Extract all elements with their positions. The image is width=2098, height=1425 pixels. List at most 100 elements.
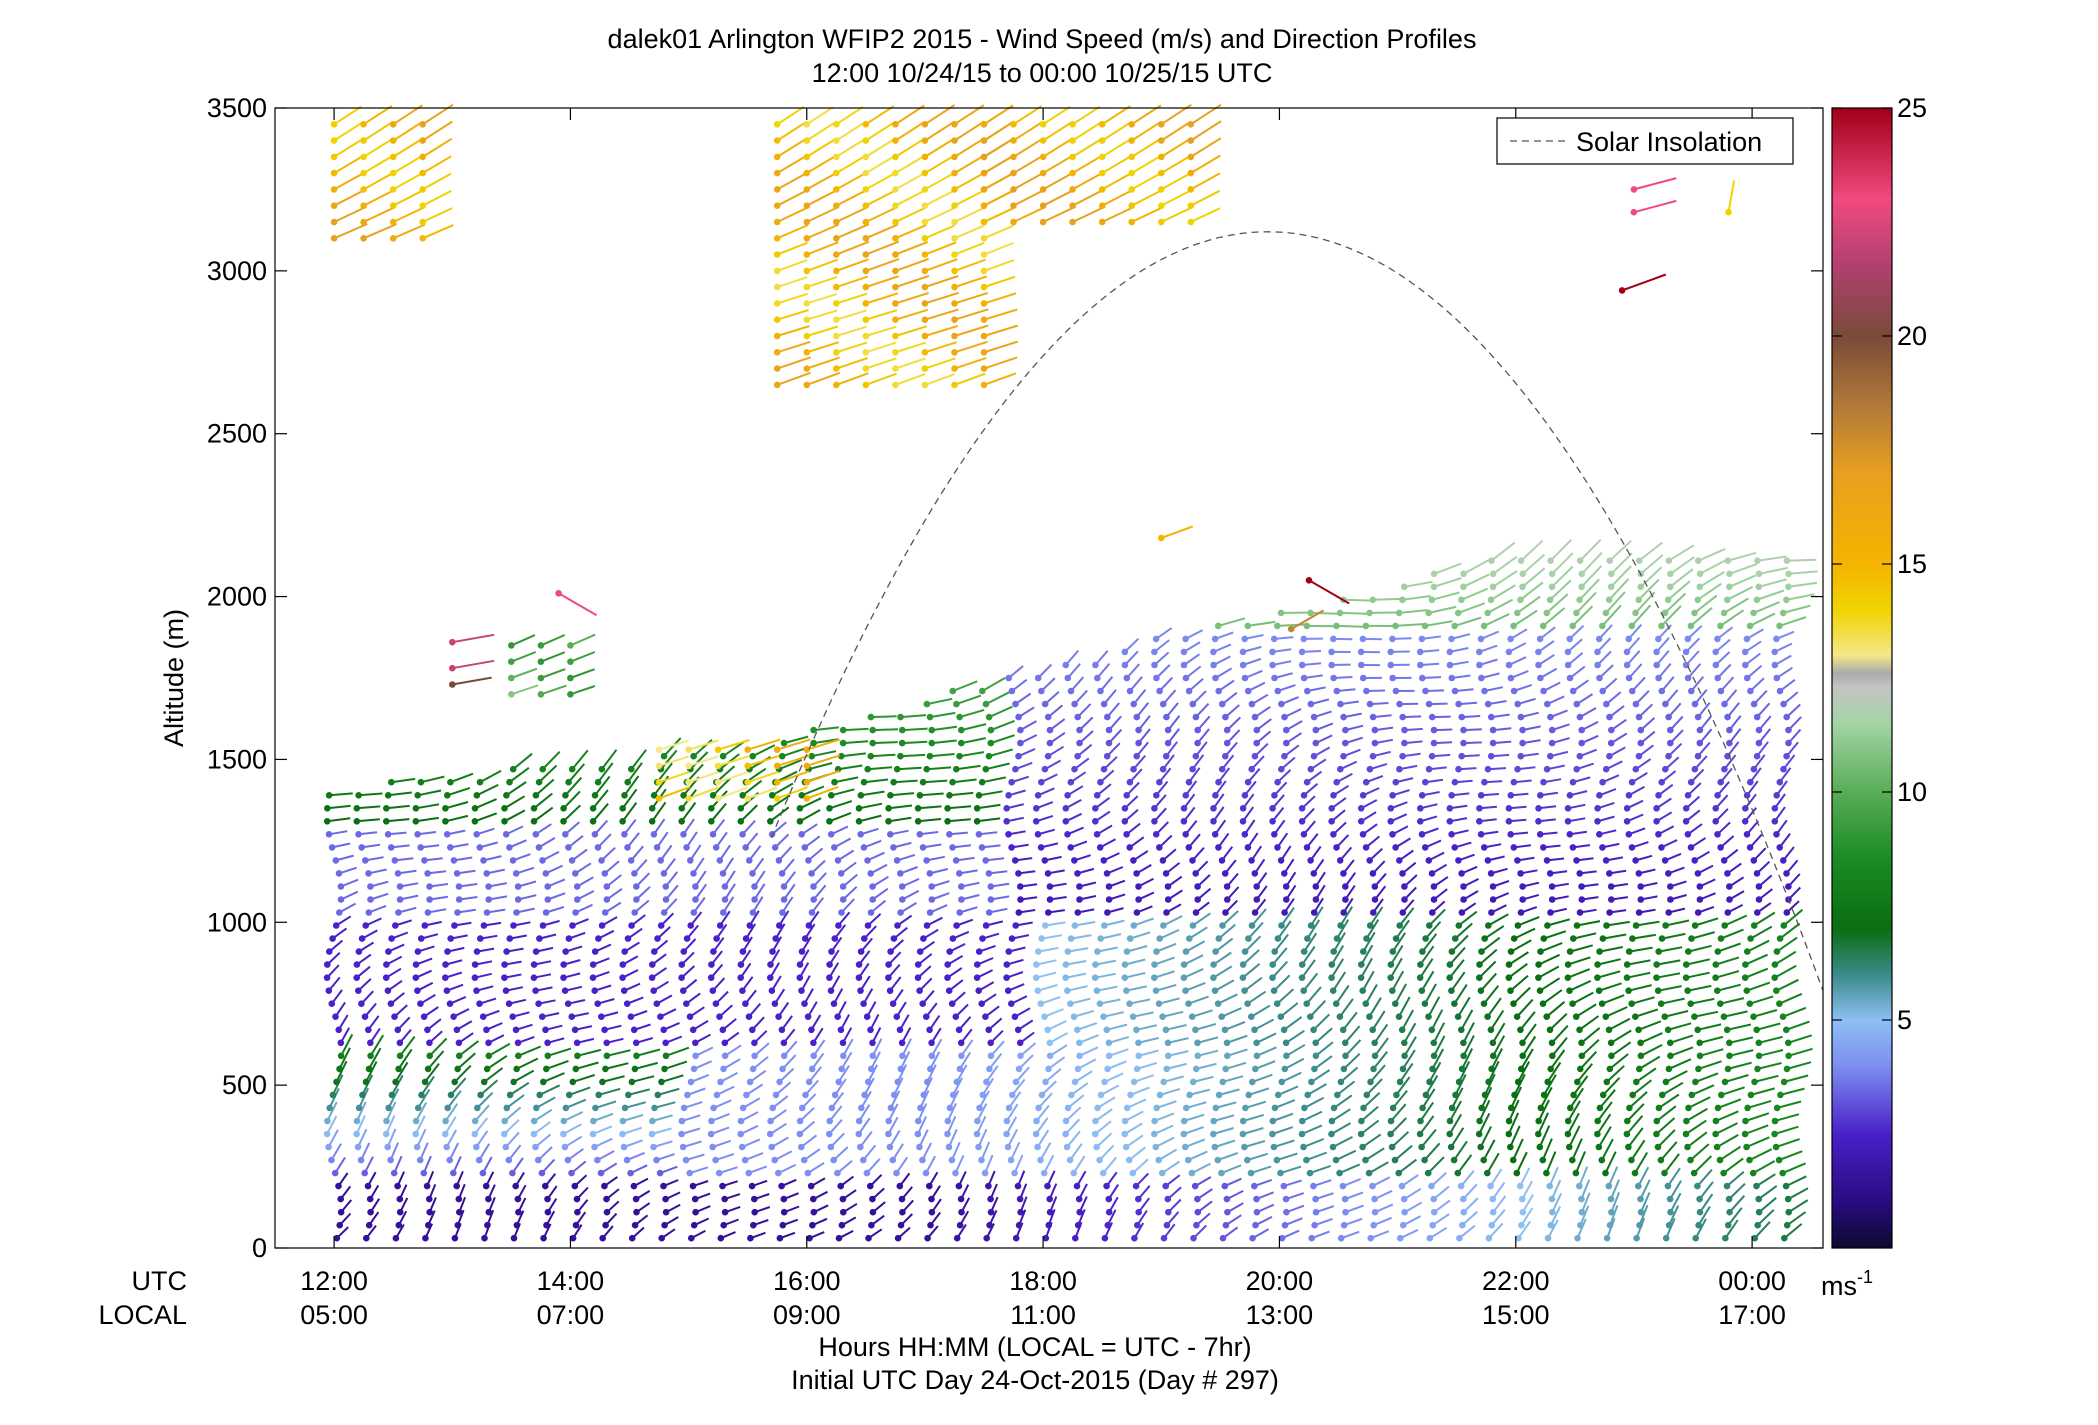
wind-barb-dot [471, 818, 479, 825]
wind-barb [1420, 1128, 1437, 1148]
wind-barb-dot [1684, 792, 1692, 799]
wind-barb-dot [473, 1143, 480, 1151]
wind-barb-dot [1578, 1039, 1585, 1047]
wind-barb-dot [1549, 1052, 1556, 1060]
wind-barb [1102, 1156, 1118, 1174]
wind-barb-dot [1605, 1182, 1613, 1190]
wind-barb-dot [417, 935, 425, 942]
wind-barb-dot [887, 1104, 895, 1112]
wind-barb [1158, 1148, 1178, 1161]
wind-barb-dot [897, 909, 904, 916]
wind-barb-dot [862, 202, 870, 209]
wind-barb-dot [485, 896, 493, 903]
wind-barb [1336, 1080, 1356, 1096]
wind-barb-dot [1135, 883, 1142, 890]
wind-barb-dot [1035, 948, 1042, 955]
wind-barb-dot [1041, 700, 1049, 708]
wind-barb-dot [1016, 1039, 1024, 1047]
wind-barb-dot [1448, 674, 1456, 682]
wind-barb-dot [1076, 726, 1083, 734]
wind-barb-dot [328, 844, 336, 851]
wind-barb [510, 634, 536, 647]
wind-barb-dot [475, 1156, 483, 1164]
wind-barb-dot [1046, 1208, 1054, 1216]
wind-barb-dot [1505, 818, 1513, 825]
wind-barb-dot [864, 922, 872, 929]
wind-barb-dot [956, 870, 963, 877]
wind-barb-dot [1425, 765, 1433, 773]
wind-barb [1449, 1100, 1462, 1122]
wind-barb-dot [325, 1143, 332, 1151]
wind-barb-dot [1637, 726, 1645, 734]
wind-barb-dot [382, 1130, 390, 1138]
wind-barb [1597, 970, 1621, 979]
wind-barb-dot [1281, 752, 1288, 760]
wind-barb-dot [980, 349, 988, 356]
wind-barb-dot [1278, 922, 1285, 929]
wind-barb-dot [1717, 1000, 1724, 1007]
wind-barb-dot [771, 844, 779, 851]
wind-barb [1521, 1180, 1533, 1200]
wind-barb [1729, 1036, 1754, 1044]
wind-barb [1744, 1124, 1769, 1135]
wind-barb-dot [1543, 609, 1551, 617]
wind-barb-dot [1485, 1078, 1492, 1086]
wind-barb [1669, 1034, 1694, 1044]
wind-barb-dot [716, 857, 724, 864]
wind-barb-dot [952, 857, 960, 864]
wind-barb-dot [921, 365, 929, 372]
wind-barb-dot [1281, 1065, 1289, 1073]
wind-barb [1715, 970, 1740, 979]
wind-barb-dot [719, 870, 727, 877]
wind-barb-dot [1743, 635, 1751, 643]
wind-barb-dot [1755, 1039, 1763, 1047]
wind-barb-dot [803, 186, 811, 193]
wind-barb-dot [1535, 961, 1542, 968]
wind-barb-dot [1194, 726, 1201, 734]
wind-barb-dot [1632, 1013, 1639, 1020]
wind-barb-dot [1218, 1169, 1225, 1177]
wind-barb [1302, 972, 1319, 992]
wind-barb-dot [1576, 596, 1583, 604]
wind-barb-dot [861, 935, 868, 942]
wind-barb [983, 275, 1016, 289]
wind-barb [776, 154, 808, 174]
wind-barb-dot [1448, 792, 1455, 799]
wind-barb-dot [810, 739, 817, 747]
wind-barb-dot [1366, 765, 1374, 773]
wind-barb-dot [480, 857, 487, 864]
wind-barb-dot [603, 1052, 611, 1060]
wind-barb-dot [958, 726, 965, 734]
wind-barb [1697, 582, 1722, 601]
wind-barb-dot [924, 1078, 931, 1086]
wind-barb-dot [1653, 1117, 1661, 1125]
wind-barb-dot [721, 896, 729, 903]
wind-barb-dot [454, 1221, 462, 1229]
wind-barb-dot [1714, 1104, 1722, 1112]
wind-barb [1214, 1139, 1236, 1148]
wind-barb-dot [1780, 857, 1787, 864]
wind-barb-dot [1182, 674, 1190, 682]
wind-barb-dot [749, 870, 756, 877]
wind-barb [1521, 567, 1546, 588]
wind-barb [1254, 1018, 1275, 1031]
wind-barb-dot [1657, 1000, 1665, 1007]
wind-barb-dot [773, 169, 781, 177]
wind-barb-dot [1005, 792, 1012, 799]
wind-barb [1580, 1179, 1591, 1200]
wind-barb-dot [1067, 935, 1075, 942]
wind-barb-dot [1133, 713, 1141, 721]
wind-barb-dot [648, 974, 656, 981]
wind-barb-dot [649, 961, 656, 968]
wind-barb-dot [537, 674, 545, 682]
wind-barb [1521, 1193, 1534, 1213]
wind-barb-dot [1477, 831, 1485, 838]
wind-barb-dot [1566, 792, 1574, 799]
wind-barb-dot [501, 818, 508, 825]
wind-barb-dot [987, 1039, 994, 1047]
wind-barb-dot [956, 909, 963, 916]
wind-barb-dot [869, 1039, 876, 1047]
wind-barb [1126, 945, 1148, 953]
wind-barb-dot [1771, 974, 1778, 981]
wind-barb-dot [483, 1026, 490, 1034]
